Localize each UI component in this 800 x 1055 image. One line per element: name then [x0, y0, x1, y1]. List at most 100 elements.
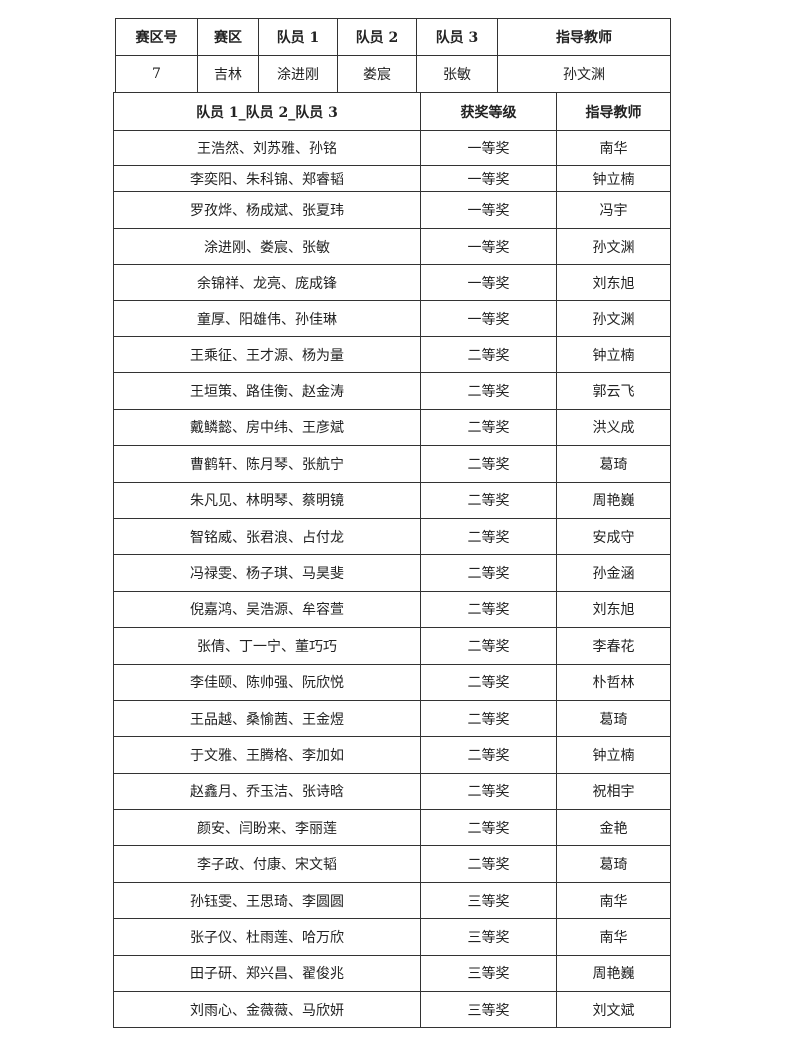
advisor-cell: 钟立楠 [556, 165, 671, 192]
table-row: 童厚、阳雄伟、孙佳琳 一等奖 孙文渊 [113, 300, 671, 337]
team-info-row: 7 吉林 涂进刚 娄宸 张敏 孙文渊 [115, 55, 671, 93]
advisor-cell: 祝相宇 [556, 772, 671, 811]
table-row: 李子政、付康、宋文韬 二等奖 葛琦 [113, 845, 671, 883]
table-row: 张子仪、杜雨莲、哈万欣 三等奖 南华 [113, 918, 671, 956]
award-level-cell: 二等奖 [420, 517, 557, 556]
table-row: 智铭威、张君浪、占付龙 二等奖 安成守 [113, 517, 671, 556]
table-row: 朱凡见、林明琴、蔡明镜 二等奖 周艳巍 [113, 481, 671, 519]
table-row: 冯禄雯、杨子琪、马昊斐 二等奖 孙金涵 [113, 554, 671, 592]
members-cell: 李子政、付康、宋文韬 [113, 845, 421, 883]
advisor-cell: 葛琦 [556, 445, 671, 483]
member-2: 娄宸 [337, 55, 417, 93]
award-level-cell: 二等奖 [420, 845, 557, 883]
advisor-cell: 郭云飞 [556, 372, 671, 410]
table-row: 赵鑫月、乔玉洁、张诗晗 二等奖 祝相宇 [113, 772, 671, 811]
table-row: 颜安、闫盼来、李丽莲 二等奖 金艳 [113, 809, 671, 847]
advisor-cell: 金艳 [556, 809, 671, 847]
table-row: 王垣策、路佳衡、赵金涛 二等奖 郭云飞 [113, 372, 671, 410]
region: 吉林 [197, 55, 259, 93]
award-level-cell: 二等奖 [420, 736, 557, 774]
award-level-cell: 一等奖 [420, 130, 557, 166]
award-level-cell: 三等奖 [420, 918, 557, 956]
header-region-number: 赛区号 [115, 18, 198, 56]
header-region: 赛区 [197, 18, 259, 56]
award-level-cell: 三等奖 [420, 881, 557, 920]
advisor-cell: 孙金涵 [556, 554, 671, 592]
advisor-cell: 葛琦 [556, 845, 671, 883]
header-member-3: 队员 3 [416, 18, 498, 56]
award-level-cell: 二等奖 [420, 699, 557, 738]
award-level-cell: 二等奖 [420, 772, 557, 811]
members-cell: 王浩然、刘苏雅、孙铭 [113, 130, 421, 166]
advisor: 孙文渊 [497, 55, 671, 93]
advisor-cell: 葛琦 [556, 699, 671, 738]
members-cell: 戴鳞懿、房中纬、王彦斌 [113, 408, 421, 447]
members-cell: 张倩、丁一宁、董巧巧 [113, 627, 421, 665]
members-cell: 智铭威、张君浪、占付龙 [113, 517, 421, 556]
members-cell: 王乘征、王才源、杨为量 [113, 335, 421, 374]
advisor-cell: 刘文斌 [556, 991, 671, 1029]
award-level-cell: 二等奖 [420, 481, 557, 519]
members-cell: 田子研、郑兴昌、翟俊兆 [113, 954, 421, 993]
award-level-cell: 二等奖 [420, 445, 557, 483]
header-member-2: 队员 2 [337, 18, 417, 56]
members-cell: 倪嘉鸿、吴浩源、牟容萱 [113, 590, 421, 629]
award-level-cell: 二等奖 [420, 809, 557, 847]
award-level-cell: 三等奖 [420, 954, 557, 993]
header-member-1: 队员 1 [258, 18, 338, 56]
awards-header-row: 队员 1_队员 2_队员 3 获奖等级 指导教师 [113, 92, 671, 131]
awards-table: 队员 1_队员 2_队员 3 获奖等级 指导教师 王浩然、刘苏雅、孙铭 一等奖 南华… [113, 92, 671, 1029]
award-level-cell: 二等奖 [420, 408, 557, 447]
members-cell: 童厚、阳雄伟、孙佳琳 [113, 300, 421, 337]
advisor-cell: 周艳巍 [556, 954, 671, 993]
award-level-cell: 二等奖 [420, 590, 557, 629]
members-cell: 李奕阳、朱科锦、郑睿韬 [113, 165, 421, 192]
advisor-cell: 孙文渊 [556, 228, 671, 265]
award-level-cell: 二等奖 [420, 554, 557, 592]
table-row: 李佳颐、陈帅强、阮欣悦 二等奖 朴哲林 [113, 663, 671, 701]
table-row: 刘雨心、金薇薇、马欣妍 三等奖 刘文斌 [113, 991, 671, 1029]
table-row: 李奕阳、朱科锦、郑睿韬 一等奖 钟立楠 [113, 165, 671, 192]
award-level-cell: 一等奖 [420, 264, 557, 301]
members-cell: 赵鑫月、乔玉洁、张诗晗 [113, 772, 421, 811]
table-row: 倪嘉鸿、吴浩源、牟容萱 二等奖 刘东旭 [113, 590, 671, 629]
advisor-cell: 李春花 [556, 627, 671, 665]
members-cell: 冯禄雯、杨子琪、马昊斐 [113, 554, 421, 592]
advisor-cell: 朴哲林 [556, 663, 671, 701]
members-cell: 王品越、桑愉茜、王金煜 [113, 699, 421, 738]
members-cell: 刘雨心、金薇薇、马欣妍 [113, 991, 421, 1029]
table-row: 孙钰雯、王思琦、李圆圆 三等奖 南华 [113, 881, 671, 920]
members-cell: 朱凡见、林明琴、蔡明镜 [113, 481, 421, 519]
award-level-cell: 一等奖 [420, 165, 557, 192]
award-level-cell: 二等奖 [420, 335, 557, 374]
members-cell: 罗孜烨、杨成斌、张夏玮 [113, 191, 421, 229]
team-info-table: 赛区号 赛区 队员 1 队员 2 队员 3 指导教师 7 吉林 涂进刚 娄宸 张… [115, 18, 671, 93]
header-advisor: 指导教师 [497, 18, 671, 56]
advisor-cell: 安成守 [556, 517, 671, 556]
award-level-cell: 一等奖 [420, 191, 557, 229]
header-advisor: 指导教师 [556, 92, 671, 131]
table-row: 余锦祥、龙亮、庞成锋 一等奖 刘东旭 [113, 264, 671, 301]
advisor-cell: 周艳巍 [556, 481, 671, 519]
members-cell: 于文雅、王腾格、李加如 [113, 736, 421, 774]
member-3: 张敏 [416, 55, 498, 93]
members-cell: 涂进刚、娄宸、张敏 [113, 228, 421, 265]
header-members: 队员 1_队员 2_队员 3 [113, 92, 421, 131]
advisor-cell: 南华 [556, 130, 671, 166]
table-row: 王品越、桑愉茜、王金煜 二等奖 葛琦 [113, 699, 671, 738]
advisor-cell: 洪义成 [556, 408, 671, 447]
advisor-cell: 刘东旭 [556, 264, 671, 301]
award-level-cell: 一等奖 [420, 228, 557, 265]
members-cell: 余锦祥、龙亮、庞成锋 [113, 264, 421, 301]
member-1: 涂进刚 [258, 55, 338, 93]
table-row: 涂进刚、娄宸、张敏 一等奖 孙文渊 [113, 228, 671, 265]
advisor-cell: 南华 [556, 881, 671, 920]
table-row: 戴鳞懿、房中纬、王彦斌 二等奖 洪义成 [113, 408, 671, 447]
advisor-cell: 南华 [556, 918, 671, 956]
advisor-cell: 钟立楠 [556, 335, 671, 374]
members-cell: 孙钰雯、王思琦、李圆圆 [113, 881, 421, 920]
members-cell: 王垣策、路佳衡、赵金涛 [113, 372, 421, 410]
advisor-cell: 冯宇 [556, 191, 671, 229]
table-row: 张倩、丁一宁、董巧巧 二等奖 李春花 [113, 627, 671, 665]
table-row: 王乘征、王才源、杨为量 二等奖 钟立楠 [113, 335, 671, 374]
